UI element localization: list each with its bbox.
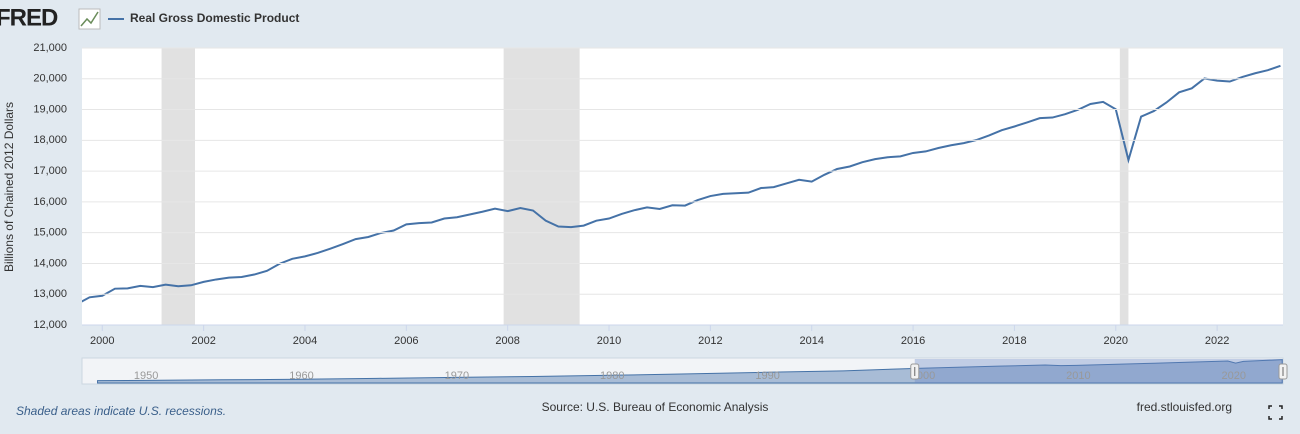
y-axis-label: Billions of Chained 2012 Dollars bbox=[2, 102, 16, 272]
site: fred.stlouisfed.org bbox=[1137, 400, 1232, 414]
logo-icon bbox=[78, 8, 101, 30]
recession-band bbox=[161, 48, 196, 325]
x-tick-label: 2022 bbox=[1205, 335, 1229, 347]
recession-note: Shaded areas indicate U.S. recessions. bbox=[16, 404, 226, 418]
plot bbox=[82, 48, 1281, 325]
y-tick-label: 21,000 bbox=[33, 42, 67, 54]
x-tick-label: 2006 bbox=[394, 335, 418, 347]
y-tick-label: 12,000 bbox=[33, 319, 67, 331]
navigator-selection bbox=[914, 359, 1283, 383]
x-tick-label: 2004 bbox=[293, 335, 317, 347]
fullscreen-button[interactable] bbox=[1268, 405, 1283, 420]
x-tick-label: 2014 bbox=[799, 335, 823, 347]
plot-area bbox=[82, 48, 1283, 325]
y-tick-label: 20,000 bbox=[33, 73, 67, 85]
logo: FRED bbox=[0, 4, 58, 31]
data-line bbox=[82, 64, 1281, 303]
x-tick-label: 2020 bbox=[1104, 335, 1128, 347]
recession-band bbox=[503, 48, 580, 325]
y-tick-label: 19,000 bbox=[33, 103, 67, 115]
x-tick-label: 2008 bbox=[495, 335, 519, 347]
y-tick-label: 14,000 bbox=[33, 257, 67, 269]
x-tick-label: 2016 bbox=[901, 335, 925, 347]
y-tick-label: 16,000 bbox=[33, 196, 67, 208]
logo-icon-line bbox=[80, 11, 99, 27]
navigator-area bbox=[97, 359, 1283, 384]
y-tick-label: 13,000 bbox=[33, 288, 67, 300]
x-tick-label: 2012 bbox=[698, 335, 722, 347]
navigator-tick-label: 1970 bbox=[445, 370, 469, 382]
y-tick-label: 17,000 bbox=[33, 165, 67, 177]
x-tick-label: 2000 bbox=[90, 335, 114, 347]
navigator-tick-label: 2010 bbox=[1066, 370, 1090, 382]
navigator-tick-label: 1960 bbox=[289, 370, 313, 382]
source: Source: U.S. Bureau of Economic Analysis bbox=[542, 400, 769, 414]
x-tick-label: 2010 bbox=[597, 335, 621, 347]
navigator-tick-label: 2020 bbox=[1221, 370, 1245, 382]
y-tick-label: 15,000 bbox=[33, 227, 67, 239]
navigator-tick-label: 1980 bbox=[600, 370, 624, 382]
legend-label: Real Gross Domestic Product bbox=[130, 11, 299, 25]
navigator-tick-label: 1990 bbox=[755, 370, 779, 382]
x-tick-label: 2002 bbox=[191, 335, 215, 347]
recession-band bbox=[1119, 48, 1129, 325]
y-tick-label: 18,000 bbox=[33, 134, 67, 146]
x-tick-label: 2018 bbox=[1002, 335, 1026, 347]
navigator-tick-label: 1950 bbox=[134, 370, 158, 382]
